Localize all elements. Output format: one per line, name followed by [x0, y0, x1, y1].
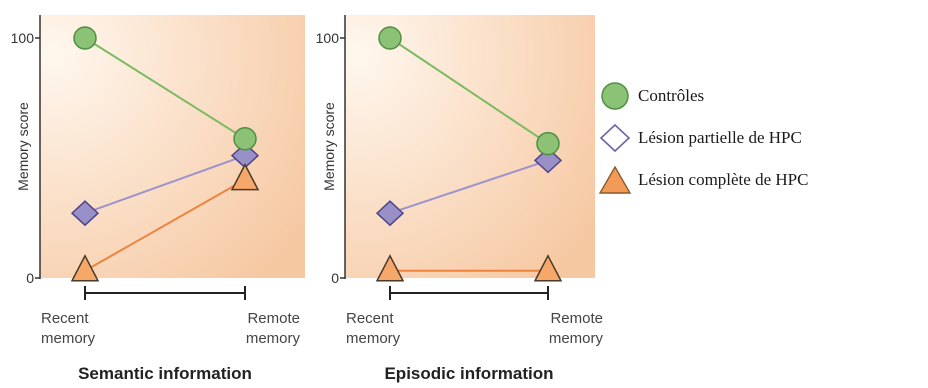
legend-item-complete: Lésion complète de HPC [598, 162, 928, 198]
point-partial [70, 200, 100, 227]
y-tick-label: 100 [316, 30, 340, 46]
x-category-label: Recent [346, 310, 394, 327]
diamond-marker-icon [599, 123, 631, 153]
point-complete [230, 162, 260, 191]
x-category-label: Remote [247, 310, 300, 327]
x-category-label: memory [549, 330, 604, 347]
chart-panel-semantic: 100 0 Memory score Recent memory Remote memory… [11, 15, 305, 383]
legend-label-controls: Contrôles [638, 86, 705, 105]
series-line-partial [84, 154, 246, 215]
x-category-label: memory [41, 330, 96, 347]
y-tick-label: 0 [26, 270, 34, 286]
chart-panel-episodic: 100 0 Memory score Recent memory Remote memory… [316, 15, 604, 383]
legend-controls-swatch [601, 82, 629, 110]
point-complete [533, 254, 563, 282]
y-tick-label: 0 [331, 270, 339, 286]
triangle-marker-icon [598, 165, 632, 194]
x-category-label: Remote [550, 310, 603, 327]
x-category-label: memory [346, 330, 401, 347]
plot-background [40, 15, 305, 278]
series-line-controls [389, 37, 549, 145]
legend-item-partial: Lésion partielle de HPC [598, 120, 928, 156]
point-controls [536, 131, 560, 156]
legend-partial-swatch [599, 123, 631, 153]
y-axis-label: Memory score [15, 102, 31, 191]
circle-marker-icon [601, 82, 629, 110]
chart-title: Semantic information [78, 364, 252, 383]
series-line-controls [84, 37, 246, 140]
series-line-partial [389, 159, 549, 215]
y-tick-label: 100 [11, 30, 35, 46]
point-complete [375, 254, 405, 282]
point-controls [73, 26, 97, 50]
point-controls [233, 127, 257, 151]
x-category-label: memory [246, 330, 301, 347]
chart-title: Episodic information [384, 364, 553, 383]
legend: Contrôles Lésion partielle de HPC Lésion… [598, 78, 928, 204]
legend-label-partial: Lésion partielle de HPC [638, 128, 802, 147]
y-axis-label: Memory score [321, 102, 337, 191]
series-line-complete [84, 178, 246, 272]
legend-label-complete: Lésion complète de HPC [638, 170, 809, 189]
point-partial [375, 200, 405, 227]
point-partial [533, 147, 563, 174]
point-complete [70, 254, 100, 282]
point-controls [378, 26, 402, 50]
legend-item-controls: Contrôles [598, 78, 928, 114]
legend-complete-swatch [598, 165, 632, 194]
x-category-label: Recent [41, 310, 89, 327]
